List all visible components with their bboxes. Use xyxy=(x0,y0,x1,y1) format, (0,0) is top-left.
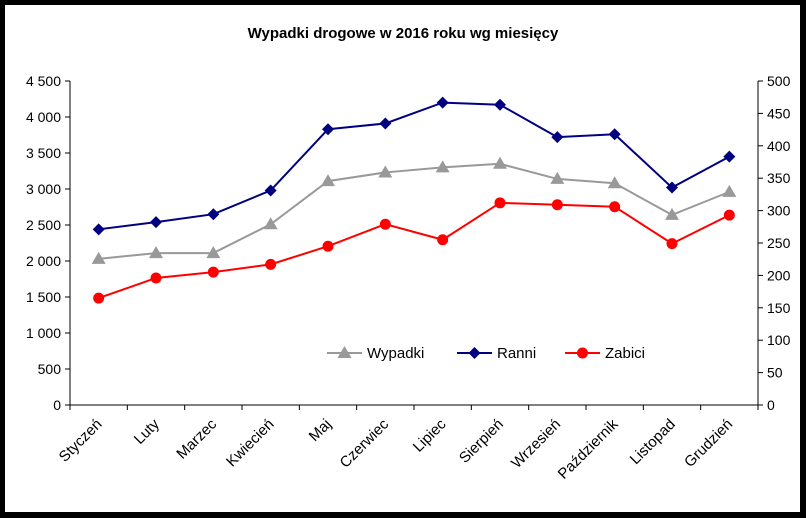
series-line-ranni xyxy=(98,101,730,231)
series-line-zabici xyxy=(98,201,730,300)
data-point-ranni xyxy=(150,216,162,229)
legend-label-zabici: Zabici xyxy=(605,345,645,362)
data-point-zabici xyxy=(322,240,334,252)
data-point-wypadki xyxy=(378,165,393,178)
data-point-ranni xyxy=(436,96,449,109)
data-point-wypadki xyxy=(435,160,450,173)
data-point-zabici xyxy=(93,292,105,304)
data-point-ranni xyxy=(494,98,506,111)
right-tick-label: 300 xyxy=(767,203,791,219)
data-point-zabici xyxy=(150,272,162,284)
chart-title: Wypadki drogowe w 2016 roku wg miesięcy xyxy=(248,25,559,42)
x-category-label: Lipiec xyxy=(410,415,450,455)
x-category-label: Sierpień xyxy=(456,416,507,467)
right-tick-label: 150 xyxy=(767,300,791,316)
data-point-ranni xyxy=(666,181,678,194)
data-point-wypadki xyxy=(493,156,507,169)
left-tick-label: 1 000 xyxy=(26,325,61,341)
data-point-wypadki xyxy=(722,184,737,197)
right-tick-label: 200 xyxy=(767,267,791,283)
left-tick-label: 3 000 xyxy=(26,181,61,197)
data-point-ranni xyxy=(379,117,392,130)
x-category-label: Styczeń xyxy=(56,416,106,466)
chart-frame xyxy=(4,4,801,513)
right-tick-label: 500 xyxy=(767,73,791,89)
right-tick-label: 400 xyxy=(767,138,791,154)
left-tick-label: 4 000 xyxy=(26,109,61,125)
data-point-wypadki xyxy=(321,174,335,187)
x-category-label: Kwiecień xyxy=(223,416,277,470)
data-point-zabici xyxy=(666,238,678,250)
data-point-ranni xyxy=(264,184,277,197)
legend-marker-wypadki xyxy=(337,346,352,358)
data-point-ranni xyxy=(92,223,105,236)
data-point-zabici xyxy=(265,258,277,270)
right-tick-label: 100 xyxy=(767,332,791,348)
x-category-label: Marzec xyxy=(173,415,220,462)
legend-marker-ranni xyxy=(468,347,481,359)
data-point-ranni xyxy=(322,123,334,136)
right-tick-label: 450 xyxy=(767,105,791,121)
data-point-zabici xyxy=(437,234,449,246)
x-category-label: Październik xyxy=(555,415,622,482)
data-point-wypadki xyxy=(206,246,221,259)
data-point-ranni xyxy=(723,150,736,163)
left-tick-label: 0 xyxy=(53,397,61,413)
right-tick-label: 250 xyxy=(767,235,791,251)
x-category-label: Grudzień xyxy=(681,416,736,471)
legend-marker-zabici xyxy=(577,347,588,359)
legend-label-wypadki: Wypadki xyxy=(367,345,424,362)
data-point-zabici xyxy=(551,199,563,211)
data-point-zabici xyxy=(494,197,506,209)
x-category-label: Luty xyxy=(131,415,163,447)
x-category-label: Maj xyxy=(306,416,335,445)
series-line-wypadki xyxy=(98,162,730,260)
data-point-ranni xyxy=(608,128,621,141)
legend-label-ranni: Ranni xyxy=(497,345,536,362)
data-point-zabici xyxy=(723,209,735,221)
data-point-ranni xyxy=(207,208,220,221)
left-tick-label: 2 000 xyxy=(26,253,61,269)
data-point-wypadki xyxy=(91,251,106,264)
data-point-zabici xyxy=(207,266,219,278)
data-point-wypadki xyxy=(550,171,565,184)
left-tick-label: 4 500 xyxy=(26,73,61,89)
right-tick-label: 0 xyxy=(767,397,775,413)
data-point-ranni xyxy=(551,131,564,144)
x-category-label: Wrzesień xyxy=(508,416,564,472)
left-tick-label: 2 500 xyxy=(26,217,61,233)
data-point-wypadki xyxy=(665,207,679,220)
left-tick-label: 1 500 xyxy=(26,289,61,305)
data-point-wypadki xyxy=(607,176,622,189)
left-tick-label: 3 500 xyxy=(26,145,61,161)
x-category-label: Listopad xyxy=(627,416,679,468)
data-point-zabici xyxy=(379,218,391,230)
x-category-label: Czerwiec xyxy=(337,415,393,471)
right-tick-label: 350 xyxy=(767,170,791,186)
data-point-wypadki xyxy=(263,217,278,230)
left-tick-label: 500 xyxy=(38,361,62,377)
right-tick-label: 50 xyxy=(767,365,783,381)
data-point-wypadki xyxy=(149,246,163,259)
data-point-zabici xyxy=(609,201,621,213)
